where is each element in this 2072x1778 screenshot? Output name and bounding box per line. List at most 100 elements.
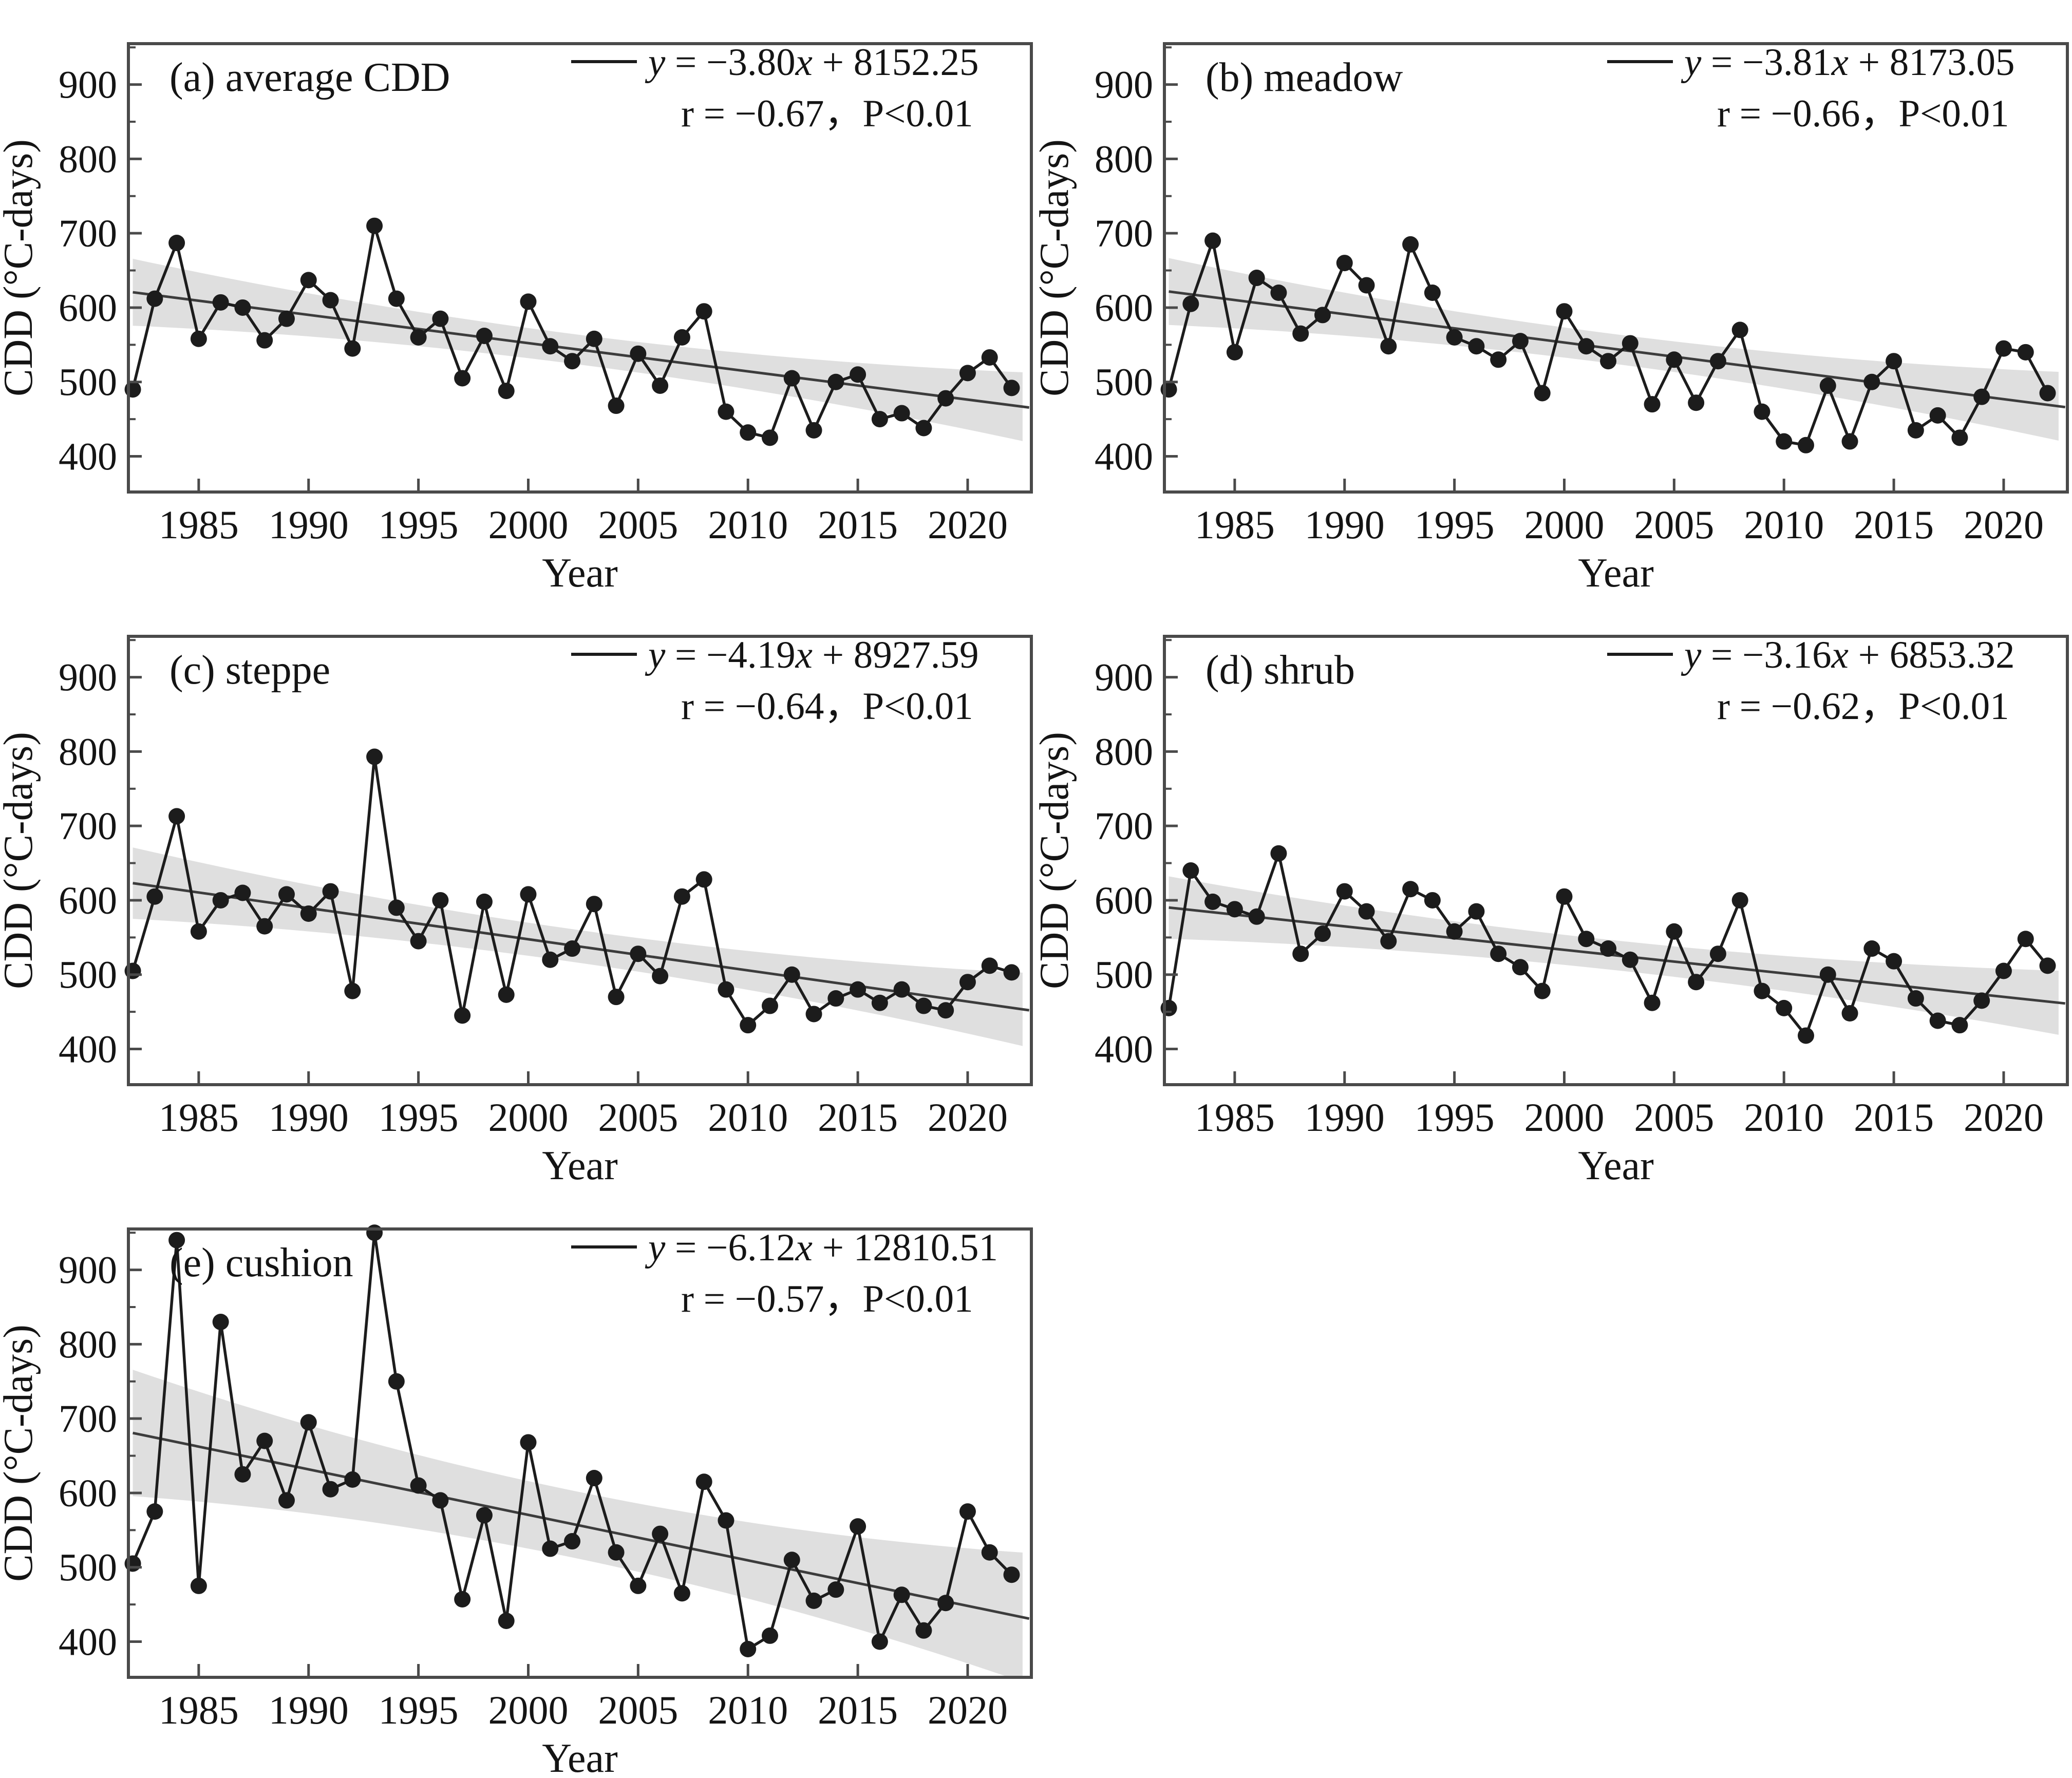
chart-average-cdd: 400 500 600 700 800 900 1985 1990 1995 2000 2005 20… (0, 41, 1033, 593)
data-point (498, 383, 515, 400)
data-point (1336, 883, 1353, 900)
legend-equation: y = −4.19x + 8927.59 (645, 634, 979, 676)
y-tick-label: 800 (1095, 138, 1153, 181)
x-axis-title: Year (1578, 1143, 1653, 1185)
data-point (322, 1481, 339, 1498)
legend: y = −3.16x + 6853.32 r = −0.62，P<0.01 (1607, 634, 2015, 728)
x-tick-label: 2010 (1744, 1095, 1824, 1140)
data-point (783, 966, 800, 983)
x-tick-label: 2000 (488, 502, 568, 547)
data-point (190, 1577, 207, 1594)
y-axis: 400 500 600 700 800 900 (1095, 639, 1178, 1071)
y-axis-title: CDD (°C-days) (0, 139, 41, 396)
data-point (1248, 270, 1265, 287)
x-tick-label: 2015 (818, 502, 898, 547)
data-point (827, 373, 844, 390)
data-series (1160, 845, 2056, 1044)
data-point (959, 365, 976, 382)
data-point (1446, 923, 1463, 940)
data-point (1688, 394, 1705, 411)
data-point (410, 329, 427, 346)
y-tick-label: 600 (1095, 287, 1153, 330)
data-point (366, 1224, 383, 1241)
x-tick-label: 1990 (269, 1688, 349, 1732)
data-point (256, 332, 273, 349)
y-tick-label: 400 (59, 1621, 117, 1664)
data-point (366, 748, 383, 765)
data-point (1358, 903, 1375, 920)
data-point (388, 899, 405, 916)
data-point (1380, 933, 1397, 950)
legend-equation: y = −3.80x + 8152.25 (645, 41, 979, 84)
legend-equation: y = −3.81x + 8173.05 (1681, 41, 2015, 84)
plot-border (127, 635, 1033, 1086)
data-point (1534, 385, 1551, 402)
data-point (520, 886, 537, 903)
data-point (827, 1581, 844, 1598)
x-axis: 1985 1990 1995 2000 2005 2010 2015 2020 (159, 479, 1008, 547)
data-point (542, 338, 559, 355)
data-point (1622, 335, 1638, 352)
data-point (1995, 962, 2012, 979)
data-point (1556, 303, 1573, 320)
data-point (1204, 232, 1221, 249)
x-tick-label: 1985 (159, 1688, 239, 1732)
y-tick-label: 800 (1095, 730, 1153, 773)
y-axis-title: CDD (°C-days) (0, 1325, 41, 1582)
data-point (1003, 380, 1020, 396)
data-point (1995, 340, 2012, 357)
data-point (520, 1434, 537, 1451)
x-tick-label: 2005 (1634, 1095, 1714, 1140)
chart-cushion: 400 500 600 700 800 900 1985 1990 1995 2000 2005 20… (0, 1224, 1033, 1778)
data-point (1622, 951, 1638, 968)
y-axis-title: CDD (°C-days) (1036, 732, 1077, 989)
x-tick-label: 1985 (159, 502, 239, 547)
data-point (1973, 992, 1990, 1009)
data-point (432, 310, 449, 327)
data-point (1731, 321, 1748, 338)
data-point (168, 808, 185, 825)
data-point (542, 1540, 559, 1557)
data-point (608, 1544, 625, 1561)
data-point (1468, 903, 1485, 920)
data-point (1182, 862, 1199, 879)
x-tick-label: 1985 (1195, 502, 1275, 547)
data-point (893, 1586, 910, 1603)
data-point (1973, 388, 1990, 405)
plot-border (1163, 635, 2069, 1086)
x-tick-label: 2010 (708, 1095, 788, 1140)
data-point (937, 1002, 954, 1019)
data-point (1314, 307, 1331, 324)
data-point (1380, 338, 1397, 355)
data-point (652, 968, 669, 985)
y-tick-label: 400 (59, 436, 117, 479)
panel-title: (c) steppe (169, 648, 330, 693)
legend-equation: y = −3.16x + 6853.32 (1681, 634, 2015, 676)
data-point (1644, 396, 1661, 413)
x-tick-label: 2005 (598, 1095, 678, 1140)
y-axis-title: CDD (°C-days) (1036, 139, 1077, 396)
y-tick-label: 700 (59, 1397, 117, 1441)
data-point (1863, 940, 1880, 957)
data-point (564, 353, 581, 370)
x-axis: 1985 1990 1995 2000 2005 2010 2015 2020 (1195, 1071, 2044, 1140)
data-point (1292, 945, 1309, 962)
y-tick-label: 900 (59, 64, 117, 107)
data-point (937, 390, 954, 407)
x-tick-label: 2010 (708, 502, 788, 547)
legend-r-label: r = −0.62，P<0.01 (1717, 685, 2009, 728)
data-point (827, 990, 844, 1007)
data-point (1951, 1017, 1968, 1034)
y-tick-label: 500 (1095, 361, 1153, 404)
data-point (2039, 957, 2056, 974)
data-point (564, 1533, 581, 1550)
data-point (212, 892, 229, 909)
y-tick-label: 900 (59, 656, 117, 699)
data-point (1819, 966, 1836, 983)
y-axis: 400 500 600 700 800 900 (59, 639, 142, 1071)
x-axis-title: Year (542, 1143, 617, 1185)
data-point (212, 1313, 229, 1330)
trend-line (133, 291, 1030, 409)
legend-r-label: r = −0.66，P<0.01 (1717, 92, 2009, 135)
y-tick-label: 900 (1095, 64, 1153, 107)
